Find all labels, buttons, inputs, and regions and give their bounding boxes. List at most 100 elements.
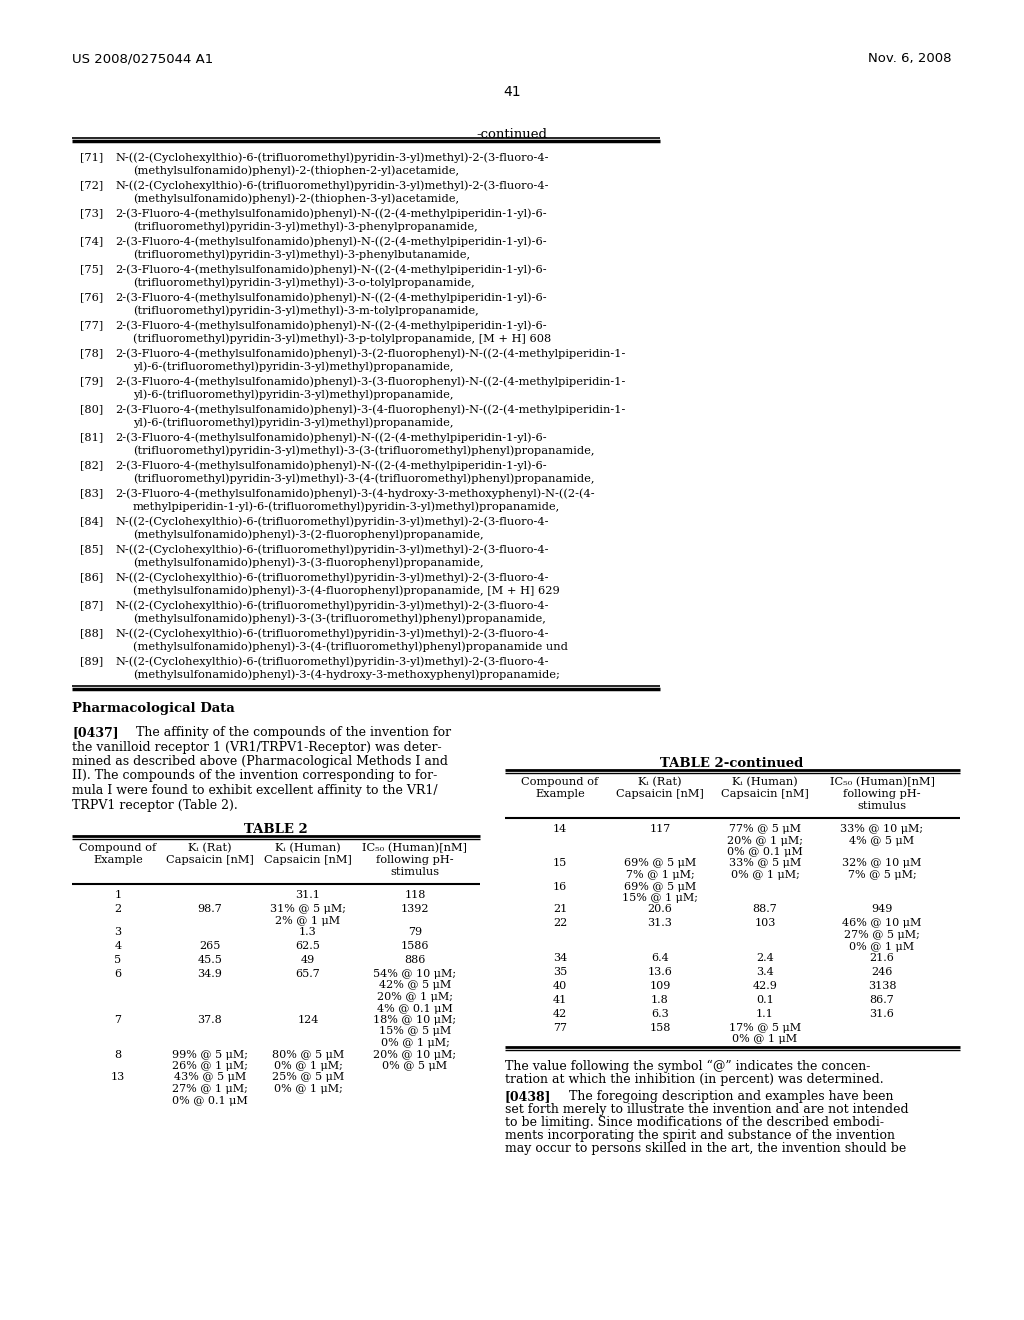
Text: 65.7: 65.7 — [296, 969, 321, 979]
Text: (methylsulfonamido)phenyl)-3-(4-hydroxy-3-methoxyphenyl)propanamide;: (methylsulfonamido)phenyl)-3-(4-hydroxy-… — [133, 669, 560, 680]
Text: [89]: [89] — [80, 656, 103, 667]
Text: [83]: [83] — [80, 488, 103, 498]
Text: 1.1: 1.1 — [756, 1008, 774, 1019]
Text: 69% @ 5 μM: 69% @ 5 μM — [624, 882, 696, 891]
Text: TABLE 2: TABLE 2 — [244, 822, 308, 836]
Text: the vanilloid receptor 1 (VR1/TRPV1-Receptor) was deter-: the vanilloid receptor 1 (VR1/TRPV1-Rece… — [72, 741, 441, 754]
Text: [0438]: [0438] — [505, 1090, 552, 1104]
Text: [76]: [76] — [80, 292, 103, 302]
Text: 1392: 1392 — [400, 904, 429, 913]
Text: 7: 7 — [115, 1015, 122, 1026]
Text: 20% @ 10 μM;: 20% @ 10 μM; — [374, 1049, 457, 1060]
Text: 13: 13 — [111, 1072, 125, 1082]
Text: stimulus: stimulus — [857, 801, 906, 810]
Text: 1586: 1586 — [400, 941, 429, 950]
Text: Capsaicin [nM]: Capsaicin [nM] — [166, 855, 254, 865]
Text: 2% @ 1 μM: 2% @ 1 μM — [275, 916, 341, 925]
Text: II). The compounds of the invention corresponding to for-: II). The compounds of the invention corr… — [72, 770, 437, 783]
Text: N-((2-(Cyclohexylthio)-6-(trifluoromethyl)pyridin-3-yl)methyl)-2-(3-fluoro-4-: N-((2-(Cyclohexylthio)-6-(trifluoromethy… — [115, 516, 549, 527]
Text: 3: 3 — [115, 927, 122, 937]
Text: methylpiperidin-1-yl)-6-(trifluoromethyl)pyridin-3-yl)methyl)propanamide,: methylpiperidin-1-yl)-6-(trifluoromethyl… — [133, 502, 560, 512]
Text: 31.6: 31.6 — [869, 1008, 894, 1019]
Text: (methylsulfonamido)phenyl)-3-(2-fluorophenyl)propanamide,: (methylsulfonamido)phenyl)-3-(2-fluoroph… — [133, 529, 483, 540]
Text: IC₅₀ (Human)[nM]: IC₅₀ (Human)[nM] — [362, 843, 468, 853]
Text: 3138: 3138 — [867, 981, 896, 991]
Text: 0.1: 0.1 — [756, 995, 774, 1005]
Text: 62.5: 62.5 — [296, 941, 321, 950]
Text: 88.7: 88.7 — [753, 904, 777, 915]
Text: 246: 246 — [871, 968, 893, 977]
Text: 4% @ 0.1 μM: 4% @ 0.1 μM — [377, 1003, 453, 1014]
Text: [0437]: [0437] — [72, 726, 119, 739]
Text: [77]: [77] — [80, 319, 103, 330]
Text: 0% @ 1 μM;: 0% @ 1 μM; — [381, 1038, 450, 1048]
Text: 32% @ 10 μM: 32% @ 10 μM — [843, 858, 922, 869]
Text: Kᵢ (Rat): Kᵢ (Rat) — [188, 843, 231, 853]
Text: 0% @ 1 μM;: 0% @ 1 μM; — [273, 1061, 342, 1071]
Text: 34: 34 — [553, 953, 567, 964]
Text: Example: Example — [536, 789, 585, 799]
Text: The foregoing description and examples have been: The foregoing description and examples h… — [557, 1090, 894, 1104]
Text: 77% @ 5 μM: 77% @ 5 μM — [729, 824, 801, 834]
Text: yl)-6-(trifluoromethyl)pyridin-3-yl)methyl)propanamide,: yl)-6-(trifluoromethyl)pyridin-3-yl)meth… — [133, 417, 454, 428]
Text: Capsaicin [nM]: Capsaicin [nM] — [721, 789, 809, 799]
Text: 2-(3-Fluoro-4-(methylsulfonamido)phenyl)-N-((2-(4-methylpiperidin-1-yl)-6-: 2-(3-Fluoro-4-(methylsulfonamido)phenyl)… — [115, 432, 547, 442]
Text: (methylsulfonamido)phenyl)-2-(thiophen-3-yl)acetamide,: (methylsulfonamido)phenyl)-2-(thiophen-3… — [133, 194, 459, 205]
Text: 7% @ 5 μM;: 7% @ 5 μM; — [848, 870, 916, 880]
Text: N-((2-(Cyclohexylthio)-6-(trifluoromethyl)pyridin-3-yl)methyl)-2-(3-fluoro-4-: N-((2-(Cyclohexylthio)-6-(trifluoromethy… — [115, 656, 549, 667]
Text: 31.3: 31.3 — [647, 919, 673, 928]
Text: following pH-: following pH- — [376, 855, 454, 865]
Text: [73]: [73] — [80, 209, 103, 218]
Text: [81]: [81] — [80, 432, 103, 442]
Text: [71]: [71] — [80, 152, 103, 162]
Text: 42: 42 — [553, 1008, 567, 1019]
Text: Example: Example — [93, 855, 143, 865]
Text: 77: 77 — [553, 1023, 567, 1034]
Text: 2-(3-Fluoro-4-(methylsulfonamido)phenyl)-3-(4-hydroxy-3-methoxyphenyl)-N-((2-(4-: 2-(3-Fluoro-4-(methylsulfonamido)phenyl)… — [115, 488, 595, 499]
Text: set forth merely to illustrate the invention and are not intended: set forth merely to illustrate the inven… — [505, 1104, 908, 1115]
Text: 20% @ 1 μM;: 20% @ 1 μM; — [727, 836, 803, 846]
Text: The value following the symbol “@” indicates the concen-: The value following the symbol “@” indic… — [505, 1060, 870, 1073]
Text: US 2008/0275044 A1: US 2008/0275044 A1 — [72, 51, 213, 65]
Text: 2-(3-Fluoro-4-(methylsulfonamido)phenyl)-N-((2-(4-methylpiperidin-1-yl)-6-: 2-(3-Fluoro-4-(methylsulfonamido)phenyl)… — [115, 264, 547, 275]
Text: 2-(3-Fluoro-4-(methylsulfonamido)phenyl)-N-((2-(4-methylpiperidin-1-yl)-6-: 2-(3-Fluoro-4-(methylsulfonamido)phenyl)… — [115, 292, 547, 302]
Text: [79]: [79] — [80, 376, 103, 385]
Text: 27% @ 5 μM;: 27% @ 5 μM; — [844, 931, 920, 940]
Text: 17% @ 5 μM: 17% @ 5 μM — [729, 1023, 801, 1034]
Text: 21: 21 — [553, 904, 567, 915]
Text: [75]: [75] — [80, 264, 103, 275]
Text: 98.7: 98.7 — [198, 904, 222, 913]
Text: 35: 35 — [553, 968, 567, 977]
Text: 6.3: 6.3 — [651, 1008, 669, 1019]
Text: 31% @ 5 μM;: 31% @ 5 μM; — [270, 904, 346, 913]
Text: 7% @ 1 μM;: 7% @ 1 μM; — [626, 870, 694, 880]
Text: Compound of: Compound of — [521, 777, 599, 787]
Text: 16: 16 — [553, 882, 567, 891]
Text: 20% @ 1 μM;: 20% @ 1 μM; — [377, 993, 453, 1002]
Text: 117: 117 — [649, 824, 671, 834]
Text: 27% @ 1 μM;: 27% @ 1 μM; — [172, 1084, 248, 1094]
Text: Nov. 6, 2008: Nov. 6, 2008 — [868, 51, 952, 65]
Text: 1.8: 1.8 — [651, 995, 669, 1005]
Text: (methylsulfonamido)phenyl)-3-(3-(trifluoromethyl)phenyl)propanamide,: (methylsulfonamido)phenyl)-3-(3-(trifluo… — [133, 614, 546, 624]
Text: 8: 8 — [115, 1049, 122, 1060]
Text: 2-(3-Fluoro-4-(methylsulfonamido)phenyl)-3-(2-fluorophenyl)-N-((2-(4-methylpiper: 2-(3-Fluoro-4-(methylsulfonamido)phenyl)… — [115, 348, 626, 359]
Text: (trifluoromethyl)pyridin-3-yl)methyl)-3-phenylpropanamide,: (trifluoromethyl)pyridin-3-yl)methyl)-3-… — [133, 222, 478, 232]
Text: 41: 41 — [553, 995, 567, 1005]
Text: [85]: [85] — [80, 544, 103, 554]
Text: 4: 4 — [115, 941, 122, 950]
Text: Pharmacological Data: Pharmacological Data — [72, 702, 234, 715]
Text: [84]: [84] — [80, 516, 103, 525]
Text: 2-(3-Fluoro-4-(methylsulfonamido)phenyl)-3-(3-fluorophenyl)-N-((2-(4-methylpiper: 2-(3-Fluoro-4-(methylsulfonamido)phenyl)… — [115, 376, 626, 387]
Text: 1.3: 1.3 — [299, 927, 316, 937]
Text: 6.4: 6.4 — [651, 953, 669, 964]
Text: 4% @ 5 μM: 4% @ 5 μM — [850, 836, 914, 846]
Text: (trifluoromethyl)pyridin-3-yl)methyl)-3-m-tolylpropanamide,: (trifluoromethyl)pyridin-3-yl)methyl)-3-… — [133, 305, 479, 315]
Text: 99% @ 5 μM;: 99% @ 5 μM; — [172, 1049, 248, 1060]
Text: 86.7: 86.7 — [869, 995, 894, 1005]
Text: 158: 158 — [649, 1023, 671, 1034]
Text: 42% @ 5 μM: 42% @ 5 μM — [379, 981, 452, 990]
Text: 103: 103 — [755, 919, 776, 928]
Text: 2-(3-Fluoro-4-(methylsulfonamido)phenyl)-N-((2-(4-methylpiperidin-1-yl)-6-: 2-(3-Fluoro-4-(methylsulfonamido)phenyl)… — [115, 209, 547, 219]
Text: 14: 14 — [553, 824, 567, 834]
